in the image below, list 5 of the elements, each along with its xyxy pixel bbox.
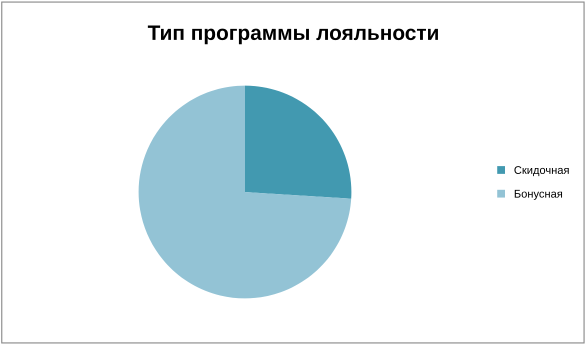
- pie-slice: [138, 86, 352, 298]
- legend-label: Скидочная: [514, 166, 569, 176]
- chart-title: Тип программы лояльности: [148, 26, 438, 44]
- legend-label: Бонусная: [514, 190, 562, 200]
- pie-slice: [245, 86, 352, 199]
